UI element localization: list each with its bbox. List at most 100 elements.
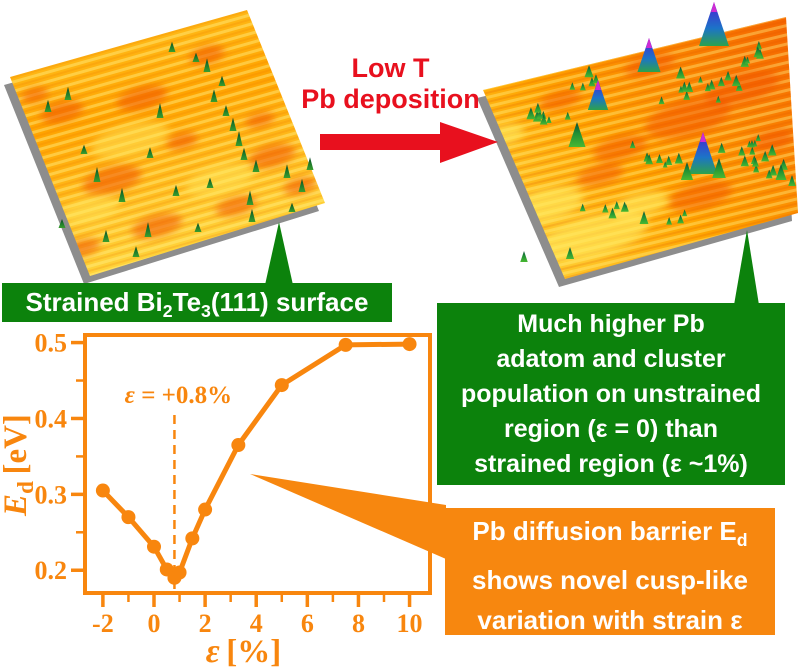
orange-box-line1-sub: d xyxy=(736,530,748,551)
defect-spike xyxy=(192,52,200,62)
y-tick-label: 0.5 xyxy=(35,329,68,358)
stm-image-pb-deposited-surface xyxy=(477,2,798,287)
defect-spike xyxy=(252,159,260,172)
pb-adatom-cone xyxy=(569,82,576,90)
defect-spike xyxy=(102,229,110,242)
pb-adatom-cone xyxy=(665,155,673,165)
defect-spike xyxy=(229,117,237,131)
surface-patches xyxy=(21,45,317,258)
y-axis-label: Ed [eV] xyxy=(0,414,38,517)
pb-cluster-cone xyxy=(699,2,729,46)
x-tick-label: 6 xyxy=(301,609,314,638)
defect-spike xyxy=(132,246,140,257)
defect-spike xyxy=(246,190,254,205)
pb-adatom-cone xyxy=(608,207,617,219)
defect-spike xyxy=(235,130,243,146)
data-point xyxy=(402,337,417,352)
defect-spike xyxy=(203,58,211,72)
pb-adatom-cone xyxy=(588,77,596,87)
data-point xyxy=(172,565,187,580)
pb-adatom-cone xyxy=(658,96,665,105)
pb-adatom-cone xyxy=(731,74,741,87)
pb-adatom-cone xyxy=(755,134,761,142)
pb-adatom-cone xyxy=(765,169,773,179)
pb-adatom-cone xyxy=(704,83,711,92)
pb-adatom-cone xyxy=(749,146,756,155)
green-box-line5: strained region (ε ~1%) xyxy=(474,450,748,478)
defect-spike xyxy=(240,147,248,160)
data-point xyxy=(185,531,200,546)
surface-patch xyxy=(245,112,275,128)
green-box-line3: population on unstrained xyxy=(461,380,761,408)
surface-patch xyxy=(215,195,257,217)
defect-spike xyxy=(218,75,226,86)
pb-adatom-cone xyxy=(623,204,629,212)
pb-adatom-cone xyxy=(744,56,751,64)
data-point xyxy=(231,438,246,453)
orange-box-line1-text: Pb diffusion barrier E xyxy=(472,516,737,546)
surface-patch xyxy=(131,213,183,239)
y-tick-label: 0.2 xyxy=(35,556,68,585)
surface-patch xyxy=(592,134,648,162)
surface-patch xyxy=(750,128,794,152)
green-box-line2: adatom and cluster xyxy=(496,345,726,373)
defect-spike xyxy=(93,166,101,182)
stm-image-strained-surface xyxy=(4,10,325,284)
pb-cluster-tip xyxy=(711,2,717,12)
surface-patch xyxy=(248,143,296,169)
pb-adatom-cone xyxy=(707,79,716,90)
pb-adatom-cone xyxy=(584,65,594,78)
x-tick-label: -2 xyxy=(92,609,114,638)
pb-cluster-tip xyxy=(700,132,706,142)
data-point xyxy=(121,510,136,525)
pb-adatom-cone xyxy=(602,204,609,213)
x-axis-label: ε [%] xyxy=(206,633,282,670)
pb-adatom-cone xyxy=(767,144,777,156)
data-point xyxy=(147,539,161,554)
pb-adatom-cone xyxy=(683,90,691,100)
pb-adatom-cone xyxy=(526,107,536,120)
pb-adatom-cone xyxy=(564,111,571,120)
defect-spike xyxy=(80,144,88,154)
orange-box-line3: variation with strain ε xyxy=(477,605,743,636)
pb-adatom-cone xyxy=(715,95,721,103)
pb-adatom-cone xyxy=(738,146,746,156)
green-box-line1: Much higher Pb xyxy=(517,310,705,338)
defect-spike xyxy=(298,178,306,192)
pb-adatom-cone xyxy=(749,140,755,148)
pb-cluster-cone xyxy=(688,132,718,174)
annotation-label: ε = +0.8% xyxy=(125,382,233,409)
banner-part1: Strained Bi xyxy=(25,287,163,317)
pb-adatom-cone xyxy=(685,81,694,92)
orange-box-line1: Pb diffusion barrier Ed xyxy=(445,511,775,560)
pb-adatom-cone xyxy=(666,217,673,225)
pb-adatom-cone xyxy=(613,201,620,210)
surface-patch xyxy=(283,177,317,195)
defect-spike xyxy=(172,184,180,196)
defect-spike xyxy=(58,218,66,228)
data-point xyxy=(274,378,289,393)
surface-patch xyxy=(60,196,120,224)
banner-sub2: 3 xyxy=(201,301,211,322)
pb-adatom-cone xyxy=(761,150,770,162)
x-tick-label: 4 xyxy=(250,609,263,638)
pb-adatom-cone xyxy=(753,46,762,58)
defect-spike xyxy=(118,187,126,202)
surface-patch xyxy=(21,87,49,103)
pb-cluster-cone xyxy=(520,251,528,262)
pb-cluster-cone xyxy=(587,80,609,110)
pb-adatom-cone xyxy=(753,164,760,173)
pb-adatom-cone xyxy=(676,66,686,79)
pb-cluster-cone xyxy=(775,164,787,180)
banner-part2: Te xyxy=(172,287,202,317)
pb-adatom-cone xyxy=(752,157,759,167)
surface-patch xyxy=(610,191,670,219)
pb-adatom-cone xyxy=(717,142,726,153)
pb-cluster-cone xyxy=(788,175,796,186)
strained-surface-banner: Strained Bi2Te3(111) surface xyxy=(2,283,392,322)
x-tick-label: 8 xyxy=(352,609,365,638)
green-box-line4: region (ε = 0) than xyxy=(504,415,718,443)
surface-patch xyxy=(705,70,779,106)
defect-spike xyxy=(168,41,176,52)
